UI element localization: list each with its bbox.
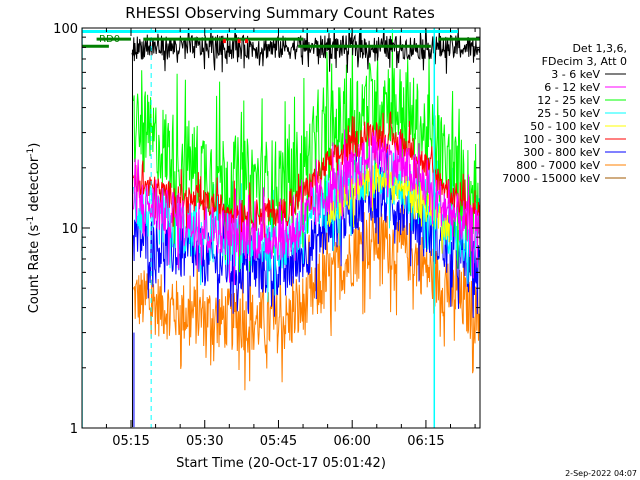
y-axis-label-sup1: -1: [26, 216, 36, 225]
flag-mark-0: [222, 39, 226, 44]
legend-label-7: 800 - 7000 keV: [516, 159, 600, 172]
legend-label-1: 6 - 12 keV: [544, 81, 600, 94]
y-axis-label: Count Rate (s-1 detector-1): [26, 143, 42, 314]
flag-mark-2: [245, 39, 249, 44]
legend-label-6: 300 - 800 keV: [523, 146, 600, 159]
footer-date: 2-Sep-2022 04:07: [565, 469, 637, 478]
attenuator-label-1: RDB: [52, 42, 74, 53]
attenuator-label-0: RD0: [99, 34, 120, 45]
x-tick-label-1: 05:30: [186, 434, 223, 449]
legend-header-0: Det 1,3,6,: [572, 42, 627, 55]
flag-mark-1: [237, 39, 241, 44]
y-tick-label-2: 100: [53, 22, 78, 37]
x-tick-label-2: 05:45: [260, 434, 297, 449]
series-line-7: [133, 187, 480, 391]
y-tick-label-1: 10: [61, 222, 78, 237]
y-axis-label-mid: detector: [27, 156, 42, 216]
y-tick-label-0: 1: [70, 422, 78, 437]
legend-label-5: 100 - 300 keV: [523, 133, 600, 146]
series-line-0: [131, 28, 480, 74]
x-tick-label-4: 06:15: [407, 434, 444, 449]
legend-label-2: 12 - 25 keV: [537, 94, 600, 107]
series-line-1: [133, 129, 480, 286]
y-axis-label-end: ): [27, 143, 42, 148]
series-line-2: [133, 29, 480, 276]
axis-group: 05:15 05:30 05:45 06:00 06:15 1 10 100: [53, 22, 480, 449]
legend-header-1: FDecim 3, Att 0: [542, 55, 627, 68]
legend-label-8: 7000 - 15000 keV: [502, 172, 600, 185]
y-axis-label-main: Count Rate (s: [27, 225, 42, 314]
overlay-group: RD0 RDB: [52, 28, 480, 428]
legend-label-4: 50 - 100 keV: [530, 120, 600, 133]
legend-label-0: 3 - 6 keV: [551, 68, 600, 81]
chart-title: RHESSI Observing Summary Count Rates: [125, 4, 435, 22]
x-axis-label: Start Time (20-Oct-17 05:01:42): [176, 456, 386, 471]
x-tick-label-0: 05:15: [112, 434, 149, 449]
series-group: [131, 28, 480, 428]
x-tick-label-3: 06:00: [333, 434, 370, 449]
y-axis-label-sup2: -1: [26, 148, 36, 157]
legend-label-3: 25 - 50 keV: [537, 107, 600, 120]
series-line-5: [133, 111, 480, 242]
